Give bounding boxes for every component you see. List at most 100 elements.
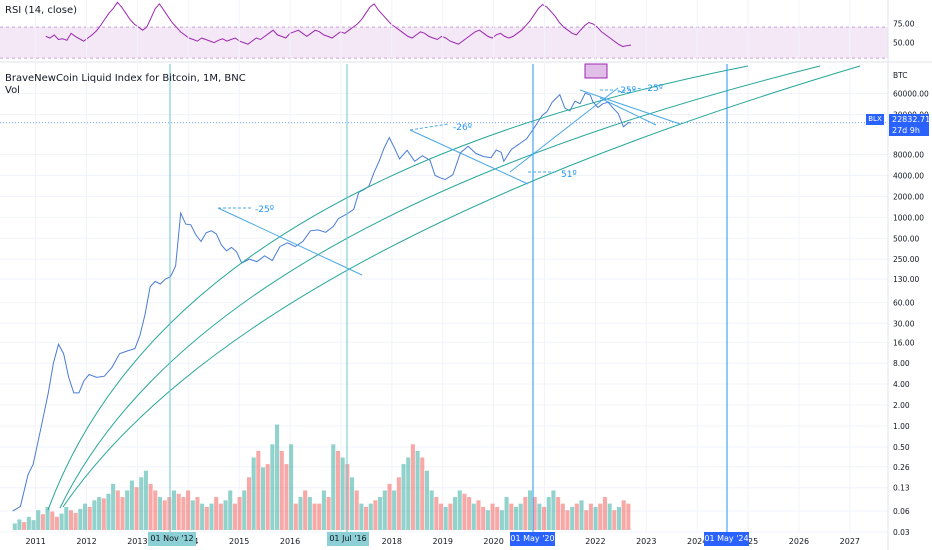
volume-bar [588,503,593,530]
volume-bar [378,497,383,530]
volume-bar [424,470,430,530]
y-tick-label: 0.03 [893,528,910,537]
rsi-line [45,1,632,48]
volume-bar [368,503,373,530]
volume-bar [45,506,50,530]
volume-bar [457,490,462,530]
growth-curve-lower [62,65,861,508]
price-axis[interactable]: 0.03 0.06 0.13 0.26 0.50 1.00 2.00 4.00 8.00 16.0… [887,0,929,550]
rsi-pane: 75.00 50.00 [0,1,915,59]
symbol-title[interactable]: BraveNewCoin Liquid Index for Bitcoin, 1… [5,73,246,84]
volume-bar [392,490,397,530]
x-tick-label: 2026 [789,537,809,546]
y-tick-label: 2.00 [893,401,910,410]
fib-drawings[interactable] [217,87,681,276]
y-tick-label: 2000.00 [893,192,924,201]
volume-bar [513,506,518,530]
volume-bar [12,523,17,530]
volume-bar [237,497,242,530]
volume-bar [129,480,134,530]
volume-bar [396,477,401,530]
volume-bar [612,510,617,530]
highlight-box[interactable] [584,63,608,79]
volume-bar [415,450,420,530]
y-tick-label: 4000.00 [893,171,924,180]
volume-bar [157,497,163,530]
volume-bar [270,444,275,530]
volume-bar [499,510,504,530]
trend-line-2021a [579,89,681,125]
volume-bar [495,506,500,530]
angle-label-1: -25º [255,205,274,215]
volume-bar [560,503,565,530]
volume-bar [331,444,336,530]
volume-bar [148,483,153,530]
volume-bar [195,497,200,530]
x-tick-label: 2011 [25,537,45,546]
volume-bar [97,497,102,530]
y-tick-label: 16.00 [893,338,915,347]
volume-bar [115,490,120,530]
volume-bar [556,497,561,530]
y-tick-label: 30.00 [893,319,915,328]
volume-bar [204,506,209,530]
x-tick-label: 2015 [229,537,249,546]
trend-line-2018 [409,129,529,185]
rsi-indicator-label[interactable]: RSI (14, close) [5,5,78,16]
volume-bar [251,457,256,530]
y-tick-label: 0.06 [893,507,910,516]
date-marker-may-20: 01 May '20 [510,532,555,546]
volume-bar [598,503,603,530]
volume-label[interactable]: Vol [5,85,20,96]
volume-bar [626,503,631,530]
volume-bar [59,513,64,530]
volume-bar [364,506,369,530]
vertical-markers[interactable] [169,64,728,532]
volume-bar [312,503,317,530]
volume-bar [532,497,537,530]
volume-bar [565,510,570,530]
volume-bar [134,487,139,530]
y-tick-label: 8000.00 [893,151,924,160]
date-marker-may-24: 01 May '24 [704,532,749,546]
x-tick-label: 2018 [382,537,402,546]
volume-bar [78,508,83,530]
volume-bar [434,497,439,530]
last-price-value: 22832.71 [892,115,931,124]
volume-bar [31,520,36,530]
volume-bar [73,512,78,530]
volume-bar [218,503,223,530]
growth-curve-middle [59,65,821,509]
main-grid [0,0,888,533]
volume-bar [293,503,298,530]
volume-bar [176,493,181,530]
volume-bar [453,497,458,530]
x-tick-label: 2020 [483,537,503,546]
angle-label-2: -26º [453,123,472,133]
volume-bar [289,444,294,530]
volume-bar [373,500,378,530]
volume-bar [359,503,364,530]
trend-line-2020 [509,87,619,173]
volume-bar [260,467,266,530]
ref-line-2018 [409,123,449,131]
date-marker-jul-16: 01 Jul '16 [327,532,369,546]
volume-bar [68,510,74,530]
volume-bar [406,457,411,530]
volume-bar [462,493,467,530]
trend-line-2014 [217,207,363,276]
volume-bar [570,506,575,530]
volume-bar [40,514,45,530]
volume-bar [317,503,322,530]
volume-bar [125,490,130,530]
y-tick-label: 60000.00 [893,90,929,99]
volume-bar [190,500,195,530]
x-tick-label: 2022 [585,537,605,546]
volume-bar [256,450,261,530]
volume-bar [518,503,523,530]
date-marker-nov-12: 01 Nov '12 [148,532,196,546]
y-tick-label: 130.00 [893,275,919,284]
volume-bar [616,506,622,530]
ref-line-2021b [617,87,643,93]
currency-label: BTC [893,71,908,80]
